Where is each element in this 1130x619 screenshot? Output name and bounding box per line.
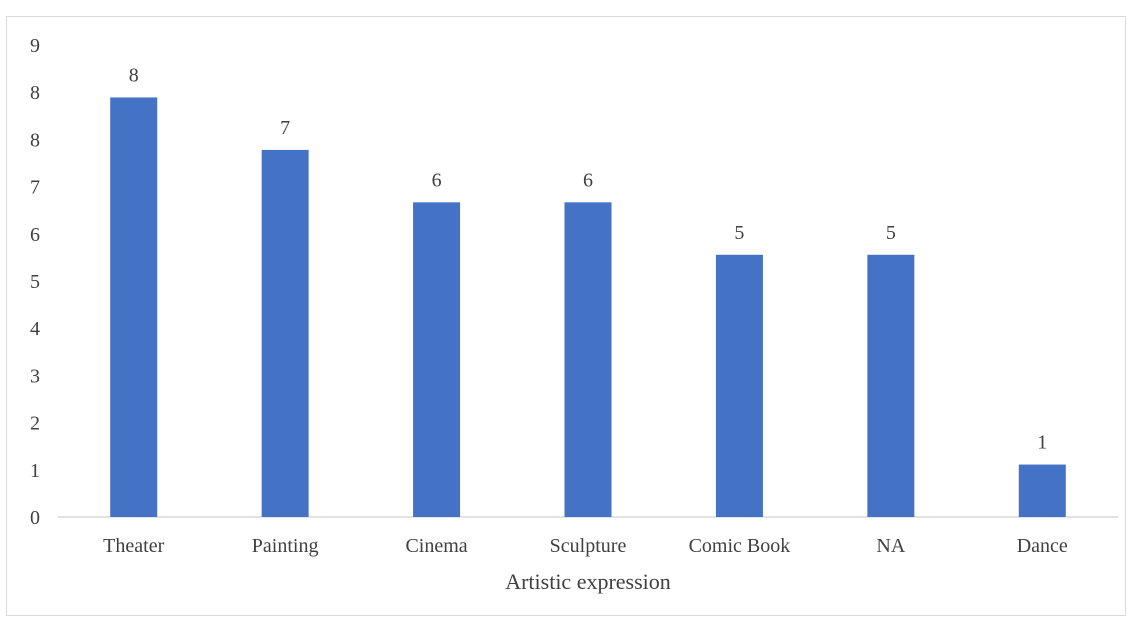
data-label: 7 (280, 117, 290, 139)
bar (1018, 464, 1066, 517)
data-label: 6 (432, 169, 442, 191)
y-tick-label: 9 (30, 35, 40, 57)
data-labels: 8 7 6 6 5 5 1 (129, 64, 1048, 453)
x-tick-label: Theater (103, 535, 164, 557)
x-tick-label: Painting (252, 535, 319, 557)
x-tick-label: Sculpture (550, 535, 627, 557)
x-tick-label: Dance (1017, 535, 1068, 557)
chart-frame (6, 16, 1126, 616)
y-tick-label: 2 (30, 413, 40, 435)
y-tick-label: 0 (30, 507, 40, 529)
y-tick-label: 5 (30, 271, 40, 293)
data-label: 5 (734, 222, 744, 244)
x-axis-ticks: Theater Painting Cinema Sculpture Comic Book… (103, 535, 1068, 557)
bar (564, 202, 612, 518)
x-tick-label: NA (876, 535, 905, 557)
bar (110, 97, 158, 517)
data-label: 6 (583, 169, 593, 191)
y-tick-label: 1 (30, 460, 40, 482)
y-tick-label: 8 (30, 129, 40, 151)
y-tick-label: 6 (30, 224, 40, 246)
bar (413, 202, 461, 518)
y-tick-label: 7 (30, 177, 40, 199)
y-tick-label: 3 (30, 365, 40, 387)
x-tick-label: Cinema (405, 535, 467, 557)
bars (110, 97, 1066, 518)
bar (867, 254, 915, 517)
y-tick-label: 4 (30, 318, 40, 340)
data-label: 5 (886, 222, 896, 244)
y-tick-label: 8 (30, 82, 40, 104)
data-label: 1 (1037, 432, 1047, 454)
data-label: 8 (129, 64, 139, 86)
bar (261, 149, 309, 517)
x-axis-title: Artistic expression (505, 569, 671, 594)
x-tick-label: Comic Book (689, 535, 791, 557)
y-axis-ticks: 0 1 2 3 4 5 6 7 8 8 9 (30, 35, 40, 529)
bar (715, 254, 763, 517)
